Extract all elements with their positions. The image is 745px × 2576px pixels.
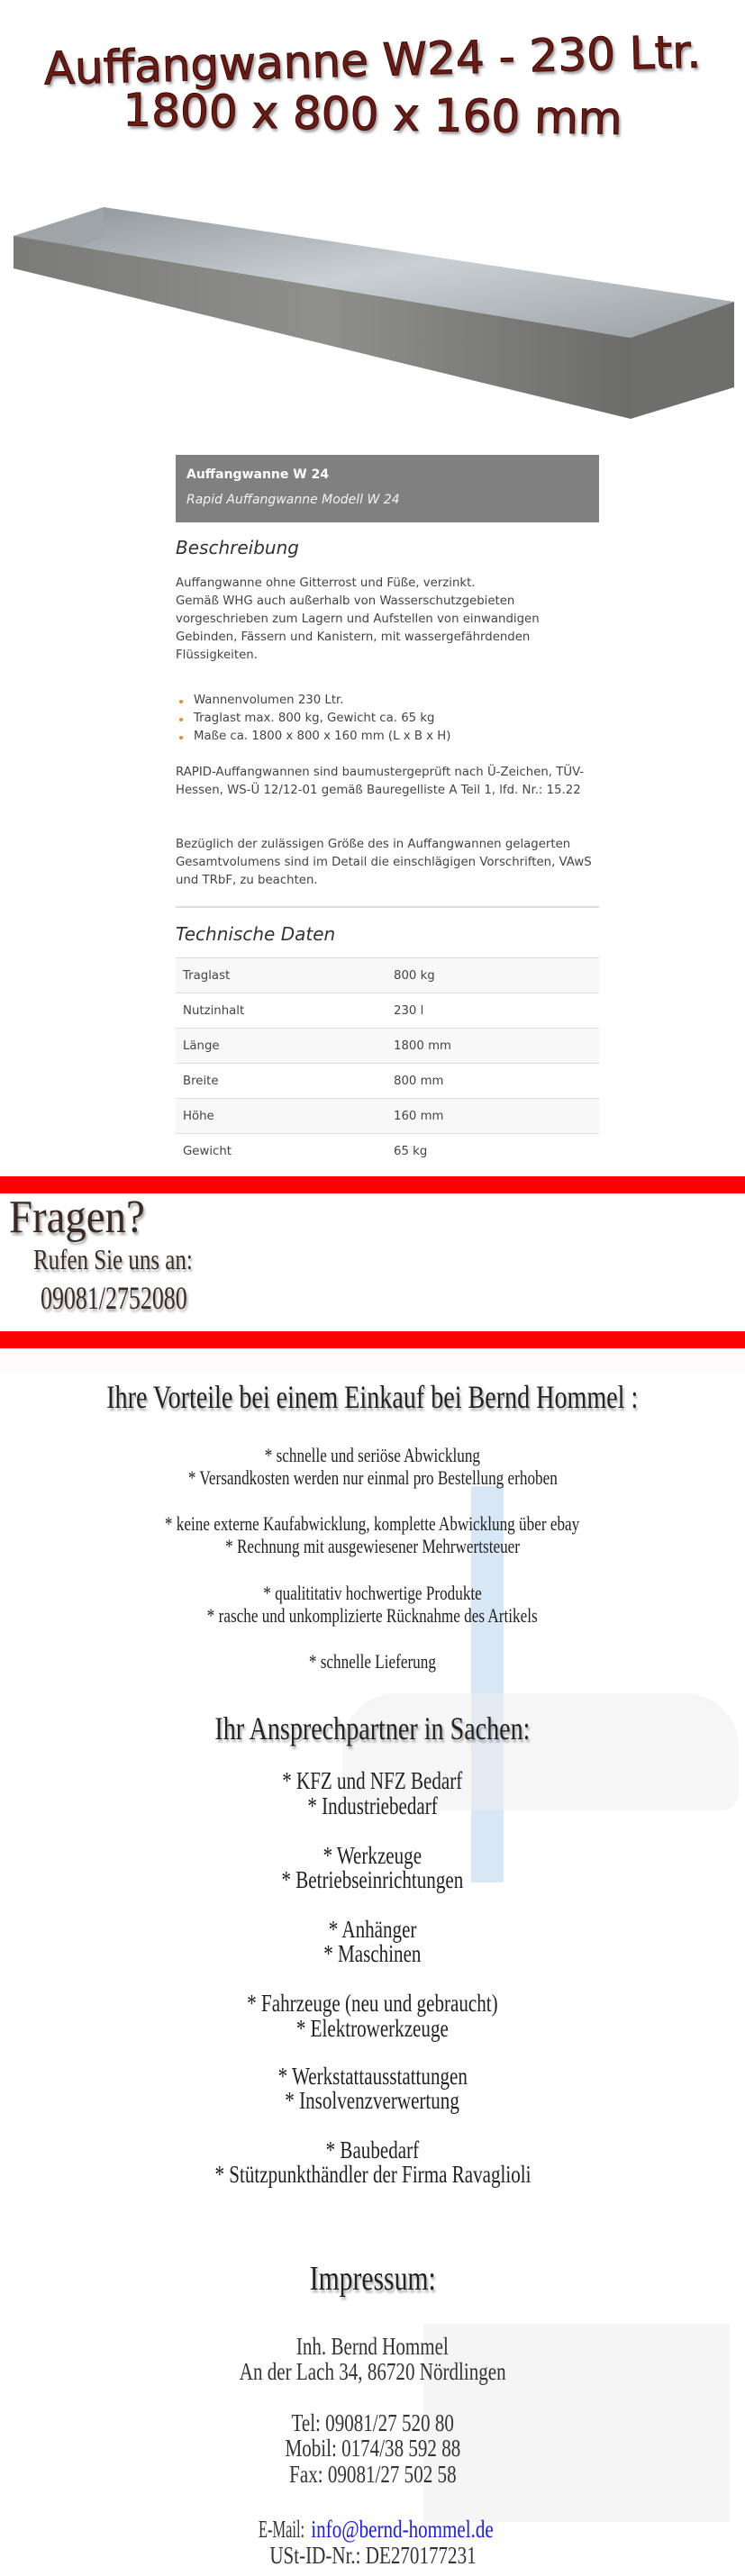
spec-value: 800 kg bbox=[394, 957, 599, 993]
table-row: Traglast 800 kg bbox=[176, 957, 599, 993]
owner: Inh. Bernd Hommel bbox=[295, 2333, 450, 2360]
list-item: Traglast max. 800 kg, Gewicht ca. 65 kg bbox=[176, 710, 599, 728]
impressum-heading: Impressum: bbox=[309, 2260, 436, 2298]
vat-id: USt-ID-Nr.: DE270177231 bbox=[268, 2542, 477, 2569]
spec-label: Nutzinhalt bbox=[176, 993, 394, 1029]
background-car bbox=[342, 1693, 739, 1810]
advantage-item: * schnelle und seriöse Abwicklung bbox=[264, 1444, 481, 1466]
list-item: Maße ca. 1800 x 800 x 160 mm (L x B x H) bbox=[176, 728, 599, 746]
spec-value: 230 l bbox=[394, 993, 599, 1029]
partner-item: * Betriebseinrichtungen bbox=[281, 1866, 464, 1893]
product-image-tray bbox=[14, 207, 734, 419]
description-heading: Beschreibung bbox=[176, 537, 299, 558]
product-subtitle: Rapid Auffangwanne Modell W 24 bbox=[186, 493, 400, 507]
spec-value: 1800 mm bbox=[394, 1028, 599, 1064]
fax: Fax: 09081/27 502 58 bbox=[288, 2461, 457, 2488]
table-row: Nutzinhalt 230 l bbox=[176, 993, 599, 1029]
table-row: Gewicht 65 kg bbox=[176, 1133, 599, 1169]
spec-label: Traglast bbox=[176, 957, 394, 993]
background-shelving bbox=[423, 2324, 730, 2522]
partner-item: * Werkstattausstattungen bbox=[277, 2063, 468, 2090]
question-text: Fragen? bbox=[9, 1192, 145, 1243]
note-text: Bezüglich der zulässigen Größe des in Au… bbox=[176, 838, 592, 887]
partner-item: * Baubedarf bbox=[325, 2136, 420, 2163]
spec-value: 800 mm bbox=[394, 1063, 599, 1099]
tel: Tel: 09081/27 520 80 bbox=[291, 2409, 454, 2436]
email-link[interactable]: info@bernd-hommel.de bbox=[311, 2516, 494, 2543]
phone-number[interactable]: 09081/2752080 bbox=[41, 1280, 187, 1316]
product-header: Auffangwanne W 24 Rapid Auffangwanne Mod… bbox=[176, 455, 599, 522]
partner-item: * Stützpunkthändler der Firma Ravaglioli bbox=[214, 2161, 531, 2188]
spec-label: Länge bbox=[176, 1028, 394, 1064]
partner-item: * Anhänger bbox=[328, 1916, 417, 1943]
partner-heading: Ihr Ansprechpartner in Sachen: bbox=[214, 1710, 531, 1746]
table-row: Höhe 160 mm bbox=[176, 1098, 599, 1134]
partner-item: * Elektrowerkzeuge bbox=[296, 2015, 449, 2042]
advantage-item: * Rechnung mit ausgewiesener Mehrwertste… bbox=[225, 1535, 520, 1557]
banner-title-line2: 1800 x 800 x 160 mm bbox=[122, 84, 623, 146]
specs-heading: Technische Daten bbox=[176, 923, 336, 945]
partner-item: * Werkzeuge bbox=[323, 1842, 422, 1869]
spec-label: Breite bbox=[176, 1063, 394, 1099]
call-text: Rufen Sie uns an: bbox=[33, 1243, 193, 1275]
email-label: E-Mail: bbox=[258, 2516, 304, 2543]
table-row: Breite 800 mm bbox=[176, 1063, 599, 1099]
partner-item: * Industriebedarf bbox=[307, 1792, 438, 1819]
advantage-item: * qualititativ hochwertige Produkte bbox=[263, 1582, 482, 1604]
mobile: Mobil: 0174/38 592 88 bbox=[285, 2435, 460, 2462]
address: An der Lach 34, 86720 Nördlingen bbox=[239, 2358, 506, 2385]
advantage-item: * keine externe Kaufabwicklung, komplett… bbox=[165, 1512, 580, 1535]
partner-item: * Maschinen bbox=[323, 1940, 422, 1967]
partner-item: * Insolvenzverwertung bbox=[285, 2087, 460, 2114]
product-name: Auffangwanne W 24 bbox=[186, 467, 330, 482]
description-line: Gemäß WHG auch außerhalb von Wasserschut… bbox=[176, 594, 540, 662]
table-row: Länge 1800 mm bbox=[176, 1028, 599, 1064]
spec-label: Gewicht bbox=[176, 1133, 394, 1169]
feature-list: Wannenvolumen 230 Ltr. Traglast max. 800… bbox=[176, 692, 599, 746]
advantage-item: * schnelle Lieferung bbox=[308, 1650, 437, 1673]
advantages-heading: Ihre Vorteile bei einem Einkauf bei Bern… bbox=[106, 1379, 639, 1415]
spec-value: 160 mm bbox=[394, 1098, 599, 1134]
description-text: Auffangwanne ohne Gitterrost und Füße, v… bbox=[176, 575, 599, 665]
email-line: E-Mail: info@bernd-hommel.de bbox=[0, 2516, 745, 2544]
red-band-bottom bbox=[0, 1331, 745, 1348]
certification-text: RAPID-Auffangwannen sind baumustergeprüf… bbox=[176, 766, 585, 797]
spacer bbox=[0, 1348, 745, 1374]
partner-item: * KFZ und NFZ Bedarf bbox=[282, 1767, 463, 1794]
advantage-item: * rasche und unkomplizierte Rücknahme de… bbox=[207, 1604, 538, 1627]
background-lift-pillar bbox=[471, 1486, 504, 1882]
partner-item: * Fahrzeuge (neu und gebraucht) bbox=[247, 1990, 498, 2017]
spec-value: 65 kg bbox=[394, 1133, 599, 1169]
list-item: Wannenvolumen 230 Ltr. bbox=[176, 692, 599, 710]
description-line: Auffangwanne ohne Gitterrost und Füße, v… bbox=[176, 576, 476, 590]
advantage-item: * Versandkosten werden nur einmal pro Be… bbox=[187, 1466, 558, 1489]
specs-table: Traglast 800 kg Nutzinhalt 230 l Länge 1800 m… bbox=[176, 957, 599, 1169]
divider bbox=[176, 906, 599, 908]
red-band-top bbox=[0, 1176, 745, 1193]
spec-label: Höhe bbox=[176, 1098, 394, 1134]
